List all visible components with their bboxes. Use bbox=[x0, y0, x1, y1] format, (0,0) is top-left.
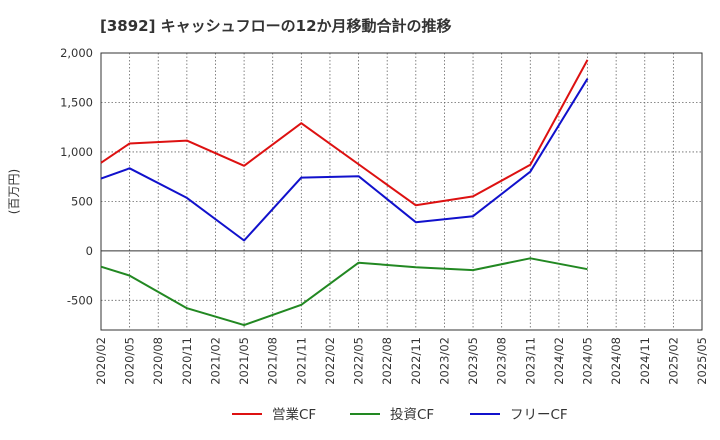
x-tick-label: 2024/08 bbox=[609, 337, 623, 385]
x-tick-label: 2020/11 bbox=[180, 337, 194, 385]
x-tick-label: 2021/05 bbox=[237, 337, 251, 385]
x-tick-label: 2021/02 bbox=[208, 337, 222, 385]
x-tick-label: 2022/05 bbox=[352, 337, 366, 385]
y-tick-label: 2,000 bbox=[60, 46, 93, 60]
chart-title: [3892] キャッシュフローの12か月移動合計の推移 bbox=[100, 17, 452, 35]
y-tick-label: 500 bbox=[71, 194, 93, 208]
legend: 営業CF 投資CF フリーCF bbox=[232, 407, 568, 423]
x-tick-label: 2024/05 bbox=[581, 337, 595, 385]
series-line bbox=[100, 257, 588, 327]
legend-label: 投資CF bbox=[390, 407, 434, 423]
y-tick-label: 1,000 bbox=[60, 145, 93, 159]
x-tick-label: 2025/02 bbox=[666, 337, 680, 385]
x-tick-label: 2025/05 bbox=[695, 337, 709, 385]
x-tick-label: 2022/08 bbox=[380, 337, 394, 385]
legend-label: 営業CF bbox=[272, 407, 316, 423]
x-tick-label: 2024/11 bbox=[638, 337, 652, 385]
x-tick-label: 2024/02 bbox=[552, 337, 566, 385]
x-tick-label: 2022/11 bbox=[409, 337, 423, 385]
x-tick-label: 2023/02 bbox=[437, 337, 451, 385]
series-lines bbox=[100, 59, 589, 327]
series-line bbox=[100, 59, 589, 207]
grid bbox=[100, 52, 703, 330]
x-tick-label: 2020/08 bbox=[151, 337, 165, 385]
y-tick-label: 0 bbox=[86, 244, 93, 258]
x-tick-label: 2023/11 bbox=[523, 337, 537, 385]
x-tick-label: 2021/11 bbox=[294, 337, 308, 385]
x-tick-label: 2021/08 bbox=[266, 337, 280, 385]
y-tick-label: -500 bbox=[67, 293, 93, 307]
x-tick-label: 2022/02 bbox=[323, 337, 337, 385]
legend-label: フリーCF bbox=[510, 407, 568, 423]
x-tick-label: 2023/08 bbox=[495, 337, 509, 385]
y-tick-label: 1,500 bbox=[60, 95, 93, 109]
x-tick-label: 2023/05 bbox=[466, 337, 480, 385]
plot-frame bbox=[100, 52, 703, 331]
series-line bbox=[100, 78, 589, 242]
x-axis-ticks: 2020/02 2020/05 2020/08 2020/11 2021/02 2021/… bbox=[94, 337, 709, 385]
y-axis-label: (百万円) bbox=[7, 169, 21, 214]
x-tick-label: 2020/05 bbox=[123, 337, 137, 385]
x-tick-label: 2020/02 bbox=[94, 337, 108, 385]
y-axis-ticks: 2,000 1,500 1,000 500 0 -500 bbox=[60, 46, 93, 307]
